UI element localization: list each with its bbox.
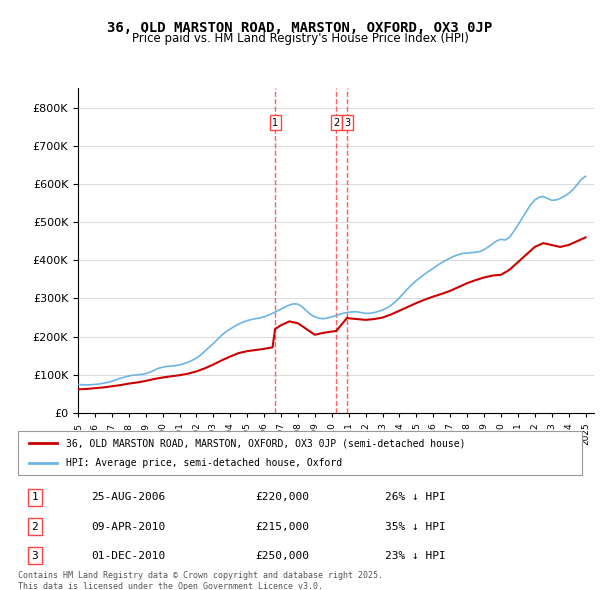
Text: 23% ↓ HPI: 23% ↓ HPI [385,551,445,560]
Text: HPI: Average price, semi-detached house, Oxford: HPI: Average price, semi-detached house,… [66,458,342,467]
Text: 26% ↓ HPI: 26% ↓ HPI [385,493,445,502]
Text: Contains HM Land Registry data © Crown copyright and database right 2025.
This d: Contains HM Land Registry data © Crown c… [18,571,383,590]
Text: 1: 1 [32,493,38,502]
Text: 3: 3 [32,551,38,560]
Text: 35% ↓ HPI: 35% ↓ HPI [385,522,445,532]
Text: 2: 2 [333,118,340,128]
Text: 3: 3 [344,118,350,128]
Text: 01-DEC-2010: 01-DEC-2010 [91,551,166,560]
Text: 36, OLD MARSTON ROAD, MARSTON, OXFORD, OX3 0JP (semi-detached house): 36, OLD MARSTON ROAD, MARSTON, OXFORD, O… [66,438,466,448]
Text: 36, OLD MARSTON ROAD, MARSTON, OXFORD, OX3 0JP: 36, OLD MARSTON ROAD, MARSTON, OXFORD, O… [107,21,493,35]
Text: 2: 2 [32,522,38,532]
Text: 09-APR-2010: 09-APR-2010 [91,522,166,532]
Text: 1: 1 [272,118,278,128]
Text: 25-AUG-2006: 25-AUG-2006 [91,493,166,502]
Text: £220,000: £220,000 [255,493,309,502]
Text: Price paid vs. HM Land Registry's House Price Index (HPI): Price paid vs. HM Land Registry's House … [131,32,469,45]
Text: £250,000: £250,000 [255,551,309,560]
Text: £215,000: £215,000 [255,522,309,532]
FancyBboxPatch shape [18,431,582,475]
